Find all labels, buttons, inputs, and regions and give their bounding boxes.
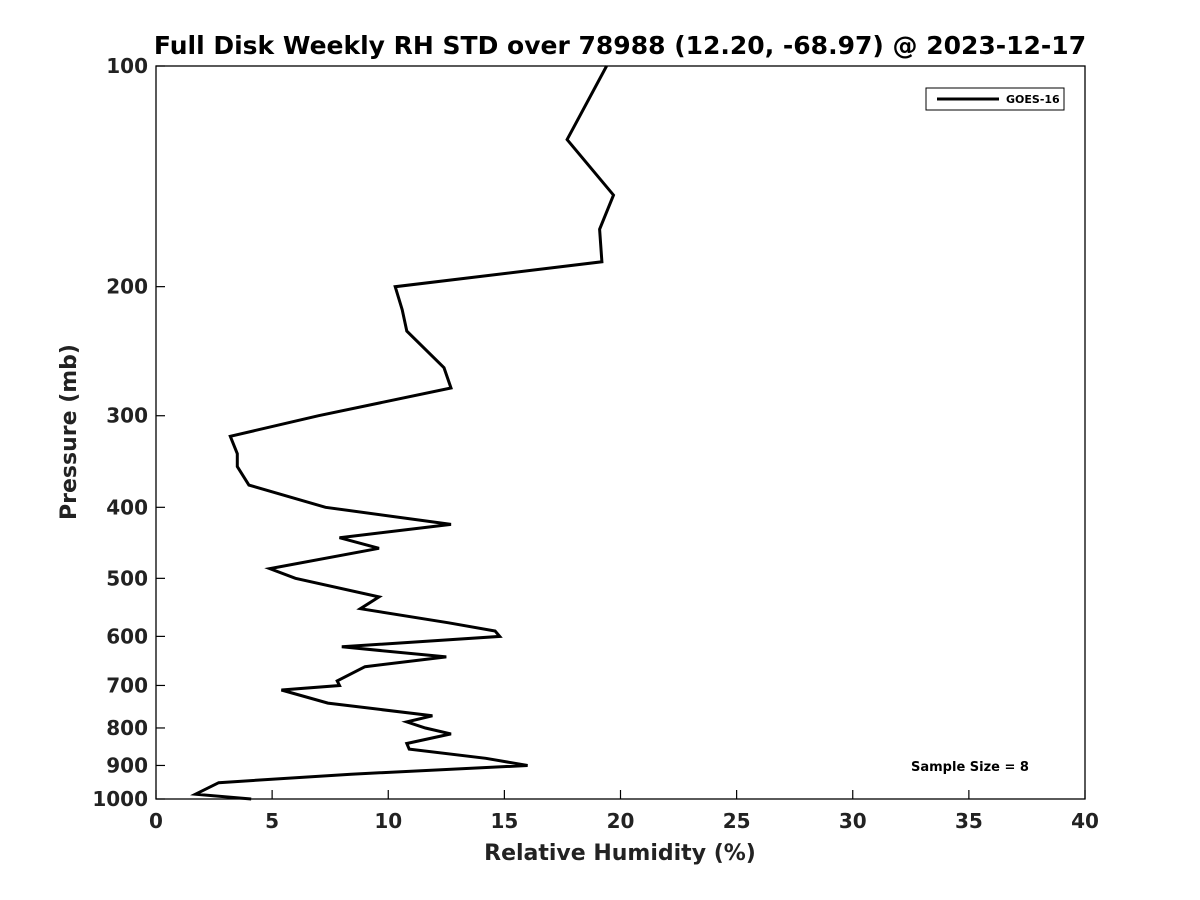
chart-title: Full Disk Weekly RH STD over 78988 (12.2… [154,31,1086,60]
y-tick-label: 800 [106,716,148,740]
x-tick-label: 30 [839,809,867,833]
x-tick-label: 25 [723,809,751,833]
legend-label-goes-16: GOES-16 [1006,93,1060,106]
y-axis-label: Pressure (mb) [57,344,82,520]
y-tick-label: 600 [106,624,148,648]
y-tick-label: 300 [106,404,148,428]
y-tick-label: 100 [106,54,148,78]
y-tick-label: 700 [106,673,148,697]
y-tick-label: 500 [106,566,148,590]
y-tick-label: 1000 [92,787,148,811]
x-axis-label: Relative Humidity (%) [484,841,756,866]
y-tick-label: 900 [106,753,148,777]
series-line-goes-16 [190,65,616,801]
legend: GOES-16 [925,87,1065,111]
y-tick-label: 400 [106,495,148,519]
x-tick-label: 0 [149,809,163,833]
x-tick-label: 15 [490,809,518,833]
x-tick-label: 20 [607,809,635,833]
x-tick-label: 35 [955,809,983,833]
x-tick-label: 5 [265,809,279,833]
axes-box [155,65,1086,800]
x-tick-label: 10 [374,809,402,833]
x-axis: 0 5 10 15 20 25 30 35 40 [149,790,1099,833]
y-tick-label: 200 [106,275,148,299]
series-layer [190,65,616,801]
sample-size-annotation: Sample Size = 8 [911,760,1029,775]
x-tick-label: 40 [1071,809,1099,833]
y-axis: 100 200 300 400 500 600 700 800 900 1000 [92,54,165,811]
